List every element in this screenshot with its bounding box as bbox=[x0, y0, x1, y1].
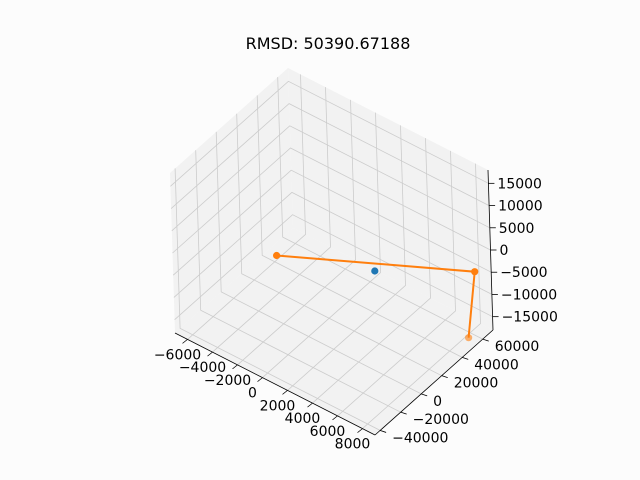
grid-line-x bbox=[262, 112, 381, 378]
y-tick bbox=[400, 411, 407, 415]
grid-line-y bbox=[174, 168, 381, 431]
grid-line-z bbox=[172, 169, 492, 276]
predicted-point bbox=[273, 251, 281, 260]
z-tick-label: 5000 bbox=[499, 221, 535, 237]
grid-lines bbox=[170, 74, 493, 431]
x-tick bbox=[232, 364, 238, 370]
z-tick-label: −10000 bbox=[501, 287, 557, 303]
x-tick bbox=[332, 415, 338, 421]
y-tick-label: 40000 bbox=[474, 357, 519, 373]
chart-title: RMSD: 50390.67188 bbox=[246, 34, 411, 53]
data-marks bbox=[273, 251, 479, 342]
x-tick-label: −2000 bbox=[204, 373, 251, 389]
z-tick-label: 10000 bbox=[498, 199, 543, 215]
grid-line-z bbox=[173, 191, 493, 298]
z-tick-label: −15000 bbox=[502, 310, 558, 326]
x-tick-label: 2000 bbox=[260, 398, 296, 414]
x-tick bbox=[182, 339, 188, 344]
z-tick-label: 15000 bbox=[497, 176, 542, 192]
grid-line-y bbox=[195, 150, 401, 413]
y-tick-label: 20000 bbox=[454, 376, 499, 392]
z-tick-label: 0 bbox=[500, 243, 509, 259]
x-tick-label: −6000 bbox=[154, 347, 201, 363]
grid-line-y bbox=[256, 95, 463, 358]
grid-line-z bbox=[170, 80, 489, 187]
grid-line-x bbox=[287, 125, 406, 391]
y-axis-line bbox=[374, 329, 494, 436]
grid-line-x bbox=[362, 163, 481, 429]
x-tick-label: −4000 bbox=[179, 360, 226, 376]
x-tick-label: 0 bbox=[248, 386, 257, 402]
y-tick bbox=[482, 338, 489, 342]
predicted-point bbox=[465, 334, 473, 342]
grid-line-z bbox=[172, 147, 491, 254]
x-tick bbox=[282, 390, 288, 395]
grid-line-y bbox=[236, 113, 442, 377]
x-tick bbox=[307, 402, 313, 408]
y-tick bbox=[421, 393, 428, 397]
y-tick-label: −40000 bbox=[392, 430, 448, 446]
reference-point bbox=[371, 267, 379, 275]
x-tick bbox=[257, 377, 263, 382]
grid-line-z bbox=[171, 125, 490, 232]
grid-line-y bbox=[215, 131, 422, 395]
y-tick-label: −20000 bbox=[413, 412, 469, 428]
grid-line-x bbox=[212, 87, 331, 353]
x-tick-label: 6000 bbox=[310, 424, 346, 440]
grid-line-x bbox=[187, 74, 306, 340]
grid-line-y bbox=[277, 77, 483, 340]
z-tick-label: −5000 bbox=[500, 265, 547, 281]
x-tick-label: 8000 bbox=[335, 437, 371, 453]
grid-line-x bbox=[337, 150, 456, 417]
y-tick bbox=[380, 430, 387, 433]
grid-line-z bbox=[174, 214, 493, 320]
y-tick bbox=[462, 357, 469, 360]
y-tick-label: 0 bbox=[433, 394, 442, 410]
y-tick-label: 60000 bbox=[495, 339, 540, 355]
grid-line-x bbox=[237, 99, 356, 366]
x-tick-label: 4000 bbox=[285, 411, 321, 427]
predicted-point bbox=[471, 268, 479, 276]
grid-line-x bbox=[312, 138, 431, 404]
grid-line-z bbox=[170, 103, 490, 209]
x-axis-line bbox=[174, 332, 376, 436]
y-tick bbox=[441, 375, 448, 379]
x-tick bbox=[207, 351, 213, 357]
x-tick bbox=[357, 428, 363, 433]
